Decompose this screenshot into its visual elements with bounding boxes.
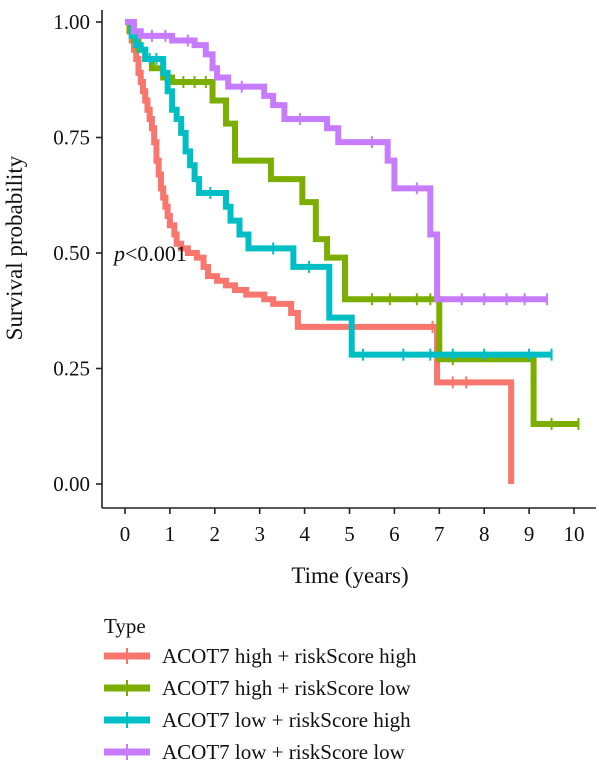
x-tick-label: 6 [389,522,400,546]
p-value-prefix: p [112,241,125,266]
x-ticks: 0 1 2 3 4 5 6 7 8 9 10 [120,508,585,546]
x-tick-label: 5 [344,522,355,546]
x-tick-label: 1 [165,522,176,546]
survival-curve-3 [125,19,552,358]
y-tick-label: 0.25 [53,357,90,381]
survival-curve-2 [125,19,579,427]
legend-title: Type [104,614,146,638]
survival-curve-4 [125,19,548,303]
x-tick-label: 4 [299,522,310,546]
survival-curves [125,19,580,484]
legend: ACOT7 high + riskScore high ACOT7 high + … [104,644,417,764]
x-tick-label: 0 [120,522,131,546]
y-ticks: 0.00 0.25 0.50 0.75 1.00 [53,10,102,496]
x-tick-label: 8 [479,522,490,546]
x-axis-title: Time (years) [291,563,408,588]
x-tick-label: 9 [524,522,535,546]
x-tick-label: 10 [564,522,585,546]
x-tick-label: 7 [434,522,445,546]
survival-curve-1 [125,19,515,484]
legend-label: ACOT7 high + riskScore high [162,644,417,668]
x-tick-label: 2 [210,522,221,546]
p-value-text: <0.001 [125,241,187,266]
y-axis-title: Survival probability [2,155,27,340]
y-tick-label: 0.50 [53,241,90,265]
y-tick-label: 1.00 [53,10,90,34]
legend-label: ACOT7 low + riskScore high [162,708,411,732]
p-value-annotation: p<0.001 [112,241,187,266]
legend-label: ACOT7 high + riskScore low [162,676,411,700]
y-tick-label: 0.75 [53,126,90,150]
legend-label: ACOT7 low + riskScore low [162,740,406,764]
x-tick-label: 3 [254,522,265,546]
y-tick-label: 0.00 [53,472,90,496]
